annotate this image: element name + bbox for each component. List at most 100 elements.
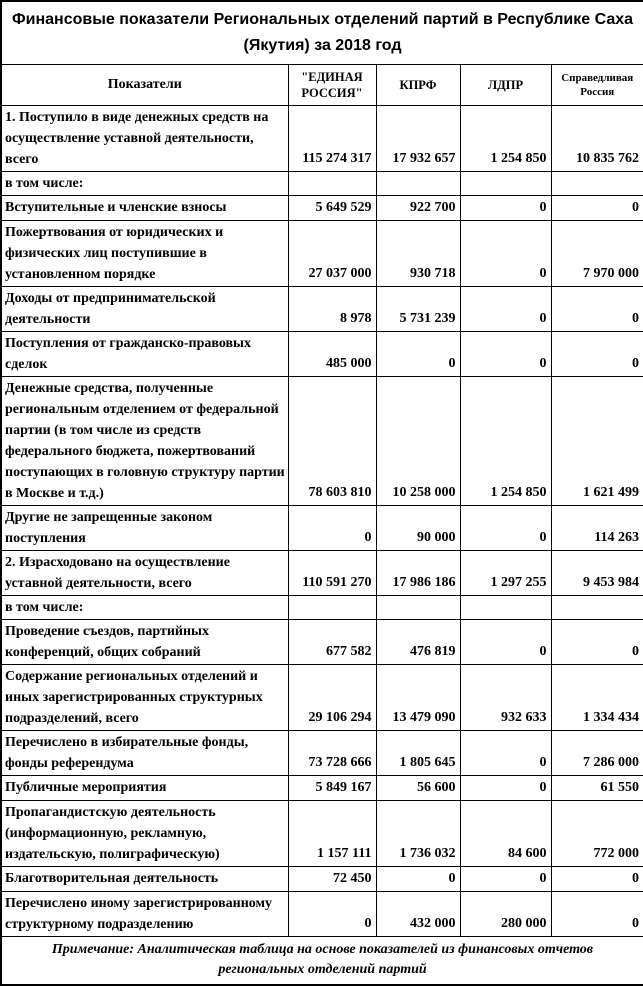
value-kprf: 56 600	[375, 775, 461, 801]
row-label: Благотворительная деятельность	[0, 866, 289, 892]
value-united-russia: 115 274 317	[287, 105, 377, 172]
row-label: в том числе:	[0, 595, 289, 620]
value-fair-russia: 1 334 434	[550, 664, 643, 731]
row-label: в том числе:	[0, 171, 289, 196]
table-row-membership-fees: Вступительные и членские взносы 5 649 52…	[0, 195, 643, 221]
row-label: 2. Израсходовано на осуществление уставн…	[0, 550, 289, 596]
value-ldpr: 0	[459, 775, 552, 801]
value-united-russia: 0	[287, 505, 377, 551]
table-row-other-income: Другие не запрещенные законом поступлени…	[0, 505, 643, 551]
value-united-russia: 72 450	[287, 866, 377, 892]
value-united-russia: 73 728 666	[287, 730, 377, 776]
value-ldpr: 0	[459, 331, 552, 377]
value-fair-russia: 0	[550, 619, 643, 665]
value-kprf	[375, 171, 461, 196]
table-row-transfer-to-subdivision: Перечислено иному зарегистрированному ст…	[0, 891, 643, 937]
row-label: Публичные мероприятия	[0, 775, 289, 801]
value-ldpr: 0	[459, 730, 552, 776]
table-row-income-total: 1. Поступило в виде денежных средств на …	[0, 105, 643, 172]
value-ldpr: 0	[459, 866, 552, 892]
table-row-propaganda: Пропагандистскую деятельность (информаци…	[0, 800, 643, 867]
value-united-russia: 78 603 810	[287, 376, 377, 506]
value-united-russia	[287, 595, 377, 620]
value-ldpr	[459, 171, 552, 196]
value-fair-russia: 0	[550, 866, 643, 892]
value-united-russia: 0	[287, 891, 377, 937]
value-united-russia: 485 000	[287, 331, 377, 377]
value-fair-russia: 0	[550, 891, 643, 937]
row-label: 1. Поступило в виде денежных средств на …	[0, 105, 289, 172]
title-row: Финансовые показатели Региональных отдел…	[0, 0, 643, 65]
value-kprf: 476 819	[375, 619, 461, 665]
value-fair-russia: 114 263	[550, 505, 643, 551]
value-united-russia	[287, 171, 377, 196]
value-fair-russia: 9 453 984	[550, 550, 643, 596]
value-united-russia: 29 106 294	[287, 664, 377, 731]
table-row-charity: Благотворительная деятельность 72 450 0 …	[0, 866, 643, 892]
header-row: Показатели "ЕДИНАЯ РОССИЯ" КПРФ ЛДПР Спр…	[0, 64, 643, 106]
table-row-election-funds: Перечислено в избирательные фонды, фонды…	[0, 730, 643, 776]
value-kprf: 5 731 239	[375, 286, 461, 332]
column-header-kprf: КПРФ	[375, 64, 461, 106]
value-fair-russia: 0	[550, 331, 643, 377]
column-header-fair-russia: Справедливая Россия	[550, 64, 643, 106]
value-kprf: 922 700	[375, 195, 461, 221]
row-label: Денежные средства, полученные региональн…	[0, 376, 289, 506]
value-united-russia: 8 978	[287, 286, 377, 332]
value-ldpr: 0	[459, 619, 552, 665]
value-kprf: 0	[375, 866, 461, 892]
value-ldpr: 84 600	[459, 800, 552, 867]
value-kprf: 13 479 090	[375, 664, 461, 731]
value-ldpr: 1 297 255	[459, 550, 552, 596]
value-ldpr: 280 000	[459, 891, 552, 937]
value-ldpr: 0	[459, 505, 552, 551]
value-ldpr: 0	[459, 195, 552, 221]
value-kprf: 0	[375, 331, 461, 377]
footnote-row: Примечание: Аналитическая таблица на осн…	[0, 936, 643, 986]
row-label: Другие не запрещенные законом поступлени…	[0, 505, 289, 551]
value-united-russia: 110 591 270	[287, 550, 377, 596]
value-fair-russia: 0	[550, 286, 643, 332]
row-label: Содержание региональных отделений и иных…	[0, 664, 289, 731]
row-label: Доходы от предпринимательской деятельнос…	[0, 286, 289, 332]
value-ldpr: 1 254 850	[459, 376, 552, 506]
footnote: Примечание: Аналитическая таблица на осн…	[0, 936, 643, 986]
value-kprf: 90 000	[375, 505, 461, 551]
value-fair-russia: 7 286 000	[550, 730, 643, 776]
table-row-public-events: Публичные мероприятия 5 849 167 56 600 0…	[0, 775, 643, 801]
value-kprf: 17 932 657	[375, 105, 461, 172]
value-united-russia: 5 849 167	[287, 775, 377, 801]
value-united-russia: 1 157 111	[287, 800, 377, 867]
column-header-united-russia: "ЕДИНАЯ РОССИЯ"	[287, 64, 377, 106]
value-united-russia: 677 582	[287, 619, 377, 665]
table-row-including-1: в том числе:	[0, 171, 643, 196]
row-label: Проведение съездов, партийных конференци…	[0, 619, 289, 665]
value-kprf: 10 258 000	[375, 376, 461, 506]
value-fair-russia: 0	[550, 195, 643, 221]
value-fair-russia: 7 970 000	[550, 220, 643, 287]
page-title: Финансовые показатели Региональных отдел…	[0, 0, 643, 65]
value-fair-russia: 61 550	[550, 775, 643, 801]
value-united-russia: 27 037 000	[287, 220, 377, 287]
table-row-business-income: Доходы от предпринимательской деятельнос…	[0, 286, 643, 332]
value-fair-russia: 1 621 499	[550, 376, 643, 506]
value-ldpr: 0	[459, 286, 552, 332]
value-kprf: 1 736 032	[375, 800, 461, 867]
table-row-maintenance: Содержание региональных отделений и иных…	[0, 664, 643, 731]
table-row-congresses: Проведение съездов, партийных конференци…	[0, 619, 643, 665]
table-row-spent-total: 2. Израсходовано на осуществление уставн…	[0, 550, 643, 596]
value-fair-russia	[550, 595, 643, 620]
row-label: Перечислено иному зарегистрированному ст…	[0, 891, 289, 937]
value-ldpr	[459, 595, 552, 620]
value-fair-russia: 772 000	[550, 800, 643, 867]
value-kprf	[375, 595, 461, 620]
value-kprf: 17 986 186	[375, 550, 461, 596]
value-ldpr: 0	[459, 220, 552, 287]
row-label: Вступительные и членские взносы	[0, 195, 289, 221]
table-row-federal-party-funds: Денежные средства, полученные региональн…	[0, 376, 643, 506]
column-header-ldpr: ЛДПР	[459, 64, 552, 106]
value-kprf: 1 805 645	[375, 730, 461, 776]
table-row-including-2: в том числе:	[0, 595, 643, 620]
row-label: Пропагандистскую деятельность (информаци…	[0, 800, 289, 867]
